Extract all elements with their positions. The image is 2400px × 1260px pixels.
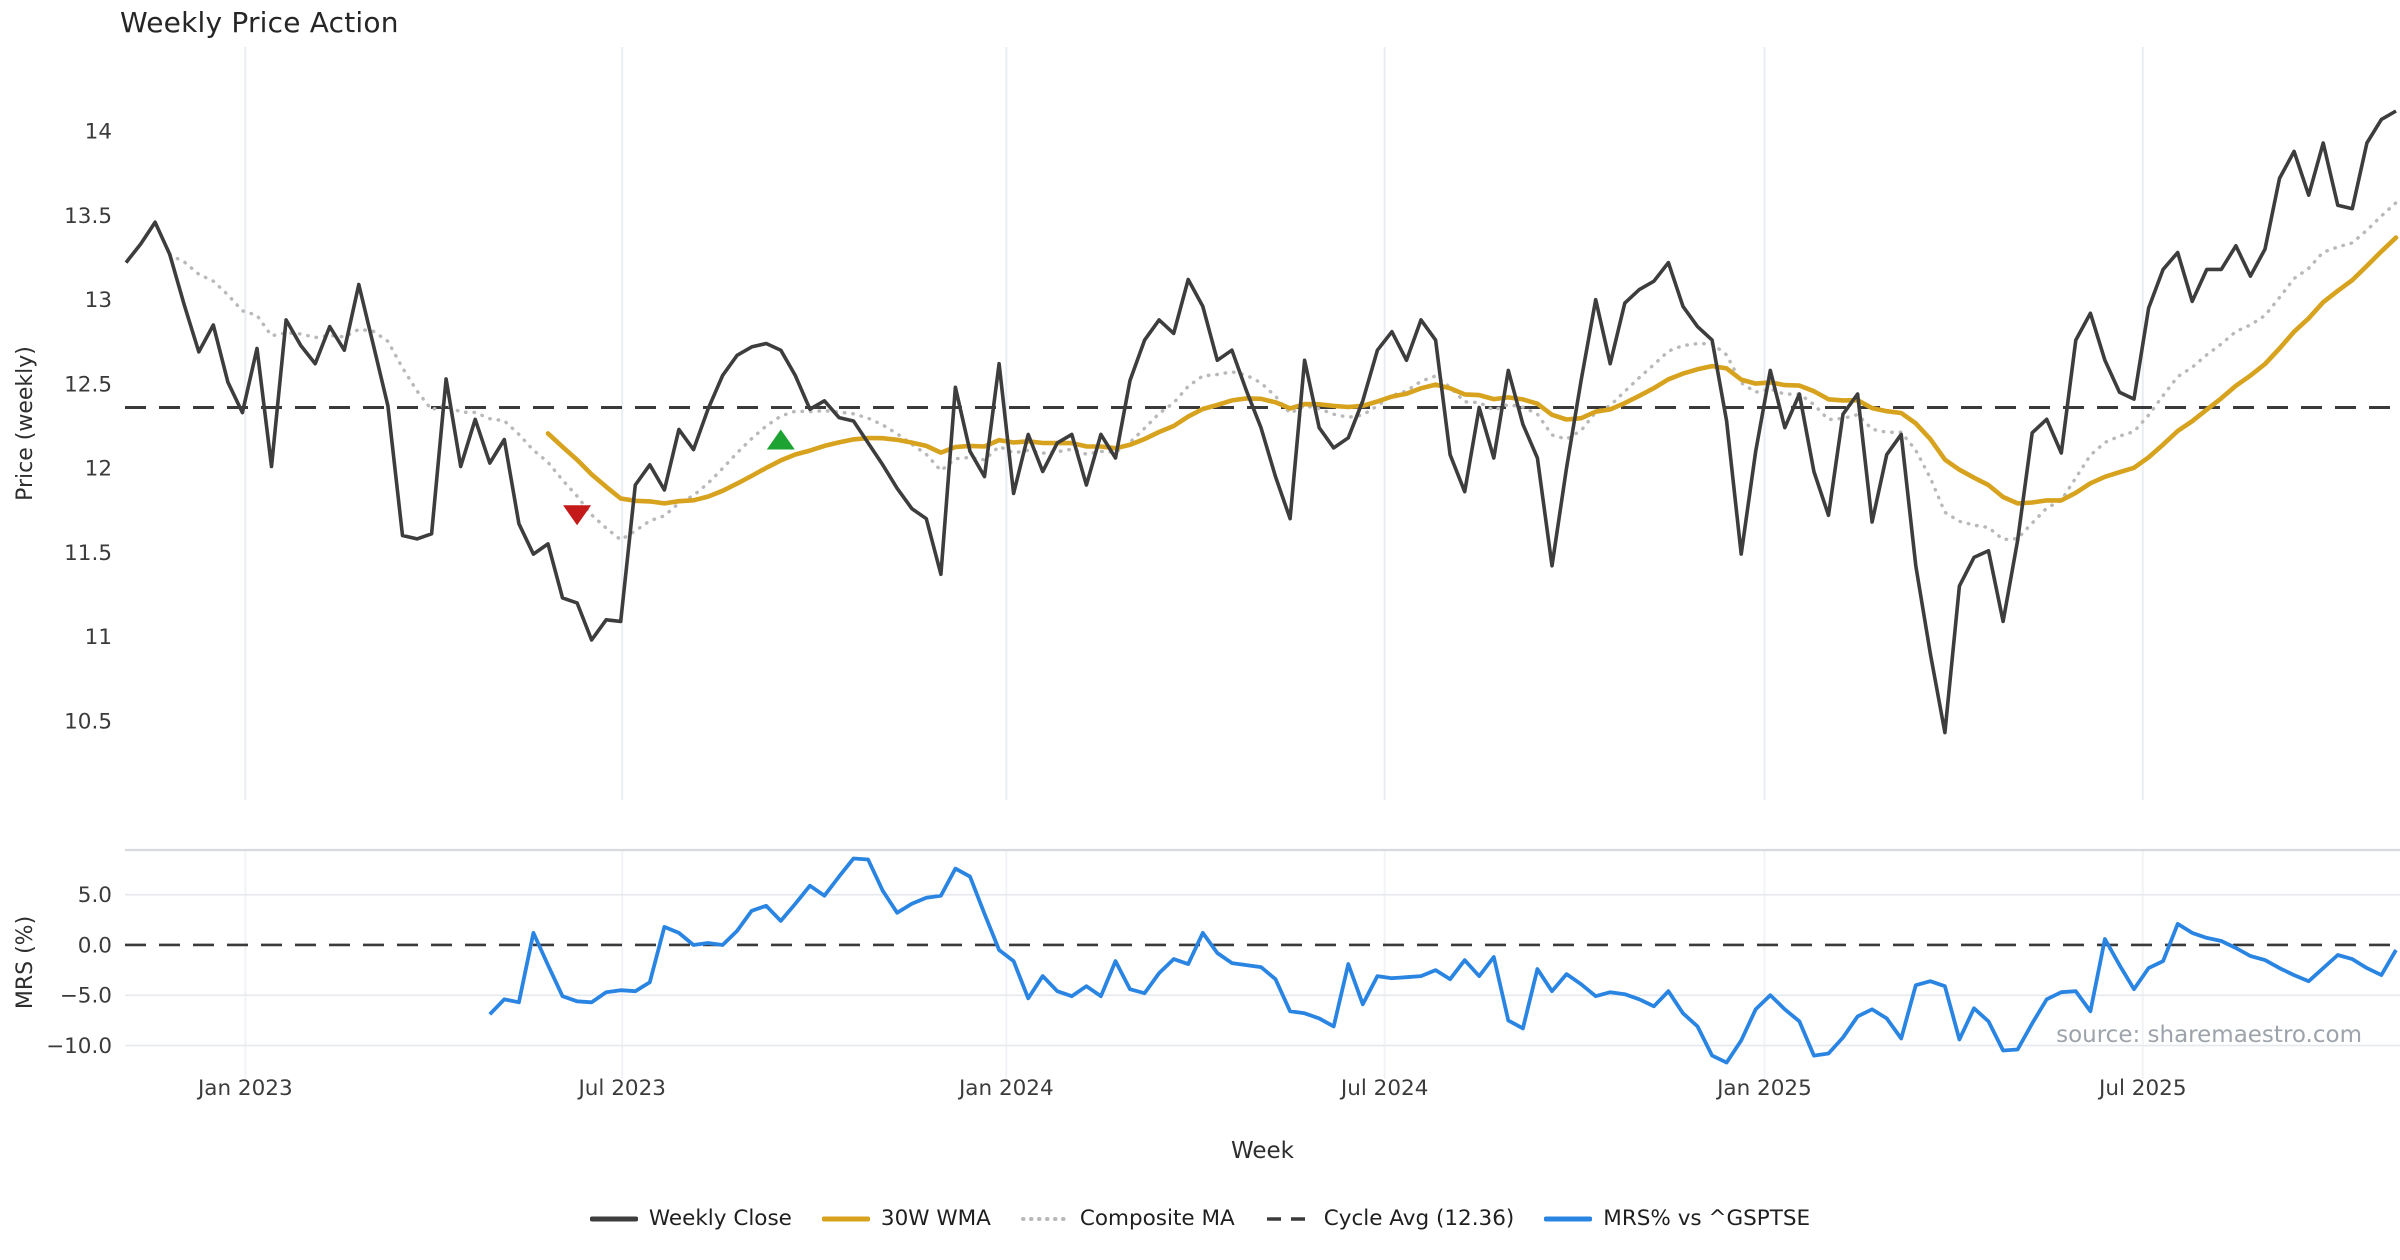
- xtick-label: Jul 2024: [1339, 1076, 1429, 1101]
- legend-swatch-icon: [1020, 1216, 1069, 1221]
- composite-ma-line: [167, 200, 2398, 542]
- legend-label: Weekly Close: [648, 1206, 792, 1231]
- legend-swatch-icon: [1544, 1216, 1593, 1221]
- legend-item-composite-ma: Composite MA: [1020, 1206, 1235, 1231]
- legend-item-30w-wma: 30W WMA: [821, 1206, 991, 1231]
- price-ytick-label: 10.5: [64, 709, 112, 734]
- mrs-line: [488, 856, 2398, 1065]
- xtick-label: Jan 2023: [196, 1076, 293, 1101]
- x-axis-label: Week: [1231, 1138, 1295, 1164]
- xtick-label: Jan 2024: [957, 1076, 1054, 1101]
- legend-item-cycle-avg-12-36-: Cycle Avg (12.36): [1265, 1206, 1515, 1231]
- legend-item-mrs-vs-gsptse: MRS% vs ^GSPTSE: [1544, 1206, 1810, 1231]
- price-ytick-label: 12.5: [64, 372, 112, 397]
- legend-swatch-icon: [1266, 1216, 1311, 1221]
- price-ytick-label: 14: [85, 120, 112, 145]
- xtick-label: Jul 2025: [2097, 1076, 2187, 1101]
- legend-label: 30W WMA: [880, 1206, 991, 1231]
- wma-line: [545, 235, 2399, 506]
- legend-label: Composite MA: [1079, 1206, 1235, 1231]
- price-ytick-label: 13.5: [64, 204, 112, 229]
- xtick-label: Jan 2025: [1715, 1076, 1812, 1101]
- price-axis-label: Price (weekly): [13, 346, 38, 501]
- legend: Weekly Close 30W WMA Composite MA Cycle …: [0, 1206, 2400, 1231]
- legend-label: Cycle Avg (12.36): [1323, 1206, 1515, 1231]
- price-ytick-label: 11: [85, 625, 112, 650]
- legend-swatch-icon: [821, 1216, 870, 1221]
- mrs-ytick-label: −10.0: [46, 1034, 112, 1059]
- price-ytick-label: 11.5: [64, 541, 112, 566]
- xtick-label: Jul 2023: [576, 1076, 666, 1101]
- weekly-close-line: [124, 109, 2397, 735]
- legend-item-weekly-close: Weekly Close: [589, 1206, 792, 1231]
- price-ytick-label: 12: [85, 457, 112, 482]
- buy-marker-icon: [766, 429, 795, 450]
- legend-label: MRS% vs ^GSPTSE: [1603, 1206, 1811, 1231]
- mrs-axis-label: MRS (%): [13, 916, 38, 1009]
- mrs-ytick-label: 5.0: [78, 883, 112, 908]
- legend-swatch-icon: [589, 1216, 638, 1221]
- mrs-ytick-label: 0.0: [78, 933, 112, 958]
- price-ytick-label: 13: [85, 288, 112, 313]
- sell-marker-icon: [563, 505, 592, 526]
- mrs-ytick-label: −5.0: [60, 984, 112, 1009]
- source-note: source: sharemaestro.com: [2056, 1022, 2362, 1048]
- chart-title: Weekly Price Action: [120, 6, 399, 39]
